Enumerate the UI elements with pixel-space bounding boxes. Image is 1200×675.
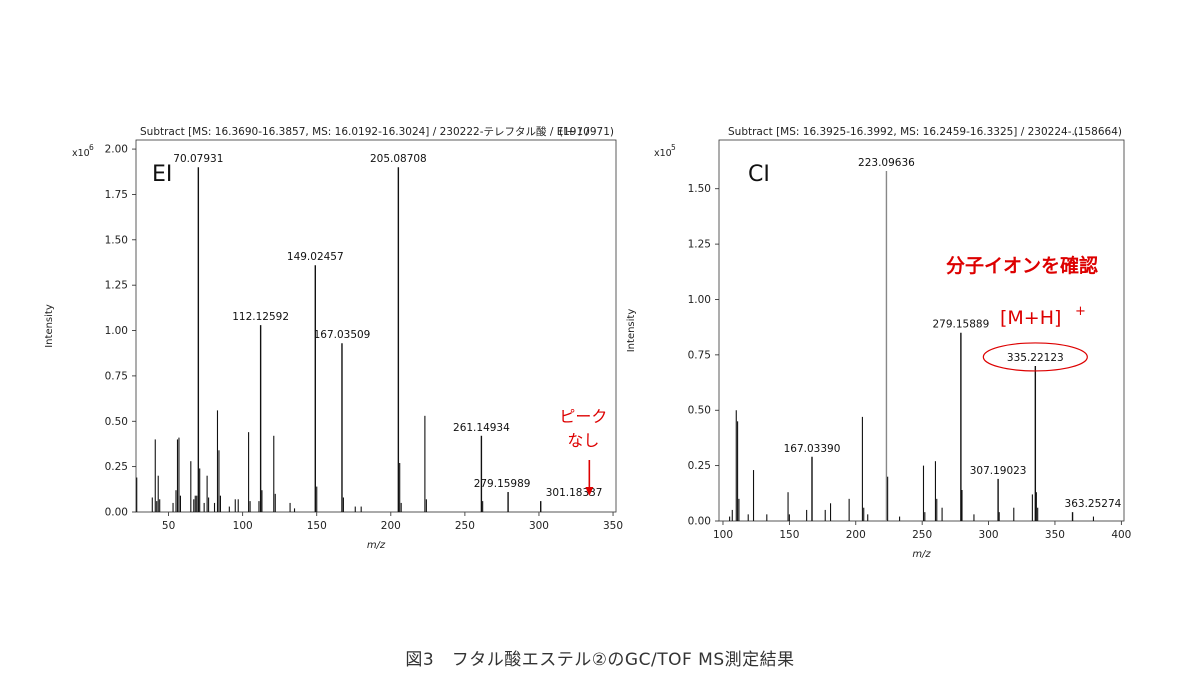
y-tick-label: 1.75	[105, 189, 128, 201]
x-tick-label: 300	[979, 529, 999, 541]
chart-title-count: (158664)	[1074, 126, 1122, 138]
x-axis-title: m/z	[367, 540, 386, 551]
y-tick-label: 0.75	[688, 349, 711, 361]
y-tick-label: 0.75	[105, 370, 128, 382]
y-tick-label: 1.25	[688, 239, 711, 251]
peak-label: 167.03390	[784, 443, 841, 455]
peak-label: 261.14934	[453, 422, 510, 434]
x-tick-label: 100	[233, 520, 253, 532]
peak-label: 363.25274	[1065, 498, 1122, 510]
no-peak-annotation-line2: なし	[567, 431, 599, 450]
highlight-ellipse	[982, 342, 1088, 372]
x-tick-label: 200	[381, 520, 401, 532]
y-exponent: 5	[671, 143, 676, 152]
y-tick-label: 1.00	[105, 325, 128, 337]
y-tick-label: 1.50	[105, 234, 128, 246]
y-tick-label: 2.00	[105, 144, 128, 156]
ionization-label: CI	[748, 162, 770, 187]
x-tick-label: 150	[779, 529, 799, 541]
peak-label: 167.03509	[314, 329, 371, 341]
x-tick-label: 50	[162, 520, 175, 532]
y-multiplier: x10	[654, 148, 672, 159]
chart-panel-ei: Subtract [MS: 16.3690-16.3857, MS: 16.01…	[44, 125, 623, 551]
y-multiplier: x10	[72, 148, 90, 159]
peak-label: 70.07931	[173, 153, 223, 165]
ion-charge-superscript: +	[1075, 304, 1086, 319]
y-axis-title: Intensity	[44, 304, 55, 348]
plot-frame	[718, 139, 1125, 522]
y-tick-label: 0.50	[105, 416, 128, 428]
ion-formula-label: [M+H]	[1000, 307, 1061, 329]
peak-label: 149.02457	[287, 251, 344, 263]
peak-label: 279.15989	[474, 478, 531, 490]
x-tick-label: 100	[713, 529, 733, 541]
x-tick-label: 350	[603, 520, 623, 532]
x-tick-label: 200	[846, 529, 866, 541]
peak-label: 335.22123	[1007, 352, 1064, 364]
x-tick-label: 300	[529, 520, 549, 532]
y-tick-label: 0.00	[688, 516, 711, 528]
chart-panel-ci: Subtract [MS: 16.3925-16.3992, MS: 16.24…	[626, 126, 1131, 560]
x-axis-title: m/z	[912, 549, 931, 560]
peak-label: 112.12592	[232, 311, 289, 323]
y-tick-label: 1.50	[688, 183, 711, 195]
ionization-label: EI	[152, 162, 172, 187]
y-tick-label: 0.50	[688, 405, 711, 417]
chart-title: Subtract [MS: 16.3925-16.3992, MS: 16.24…	[728, 126, 1082, 138]
x-tick-label: 150	[307, 520, 327, 532]
x-tick-label: 250	[912, 529, 932, 541]
y-tick-label: 0.25	[688, 460, 711, 472]
plot-frame	[135, 139, 617, 513]
y-tick-label: 1.25	[105, 280, 128, 292]
y-tick-label: 1.00	[688, 294, 711, 306]
y-tick-label: 0.00	[105, 507, 128, 519]
annotation-arrowhead	[585, 487, 594, 496]
molecular-ion-annotation: 分子イオンを確認	[946, 254, 1098, 277]
x-tick-label: 400	[1111, 529, 1131, 541]
peak-label: 223.09636	[858, 157, 915, 169]
spectra-svg: Subtract [MS: 16.3690-16.3857, MS: 16.01…	[44, 125, 1131, 560]
no-peak-annotation-line1: ピーク	[559, 407, 607, 426]
x-tick-label: 350	[1045, 529, 1065, 541]
peak-label: 279.15889	[932, 319, 989, 331]
figure-caption: 図3 フタル酸エステル②のGC/TOF MS測定結果	[405, 650, 795, 670]
chart-title-count: (1910971)	[559, 126, 614, 138]
chart-title: Subtract [MS: 16.3690-16.3857, MS: 16.01…	[140, 125, 589, 138]
y-tick-label: 0.25	[105, 461, 128, 473]
peak-label: 307.19023	[970, 465, 1027, 477]
peak-label: 301.18337	[546, 487, 603, 499]
x-tick-label: 250	[455, 520, 475, 532]
y-axis-title: Intensity	[626, 309, 637, 353]
y-exponent: 6	[89, 143, 94, 152]
peak-label: 205.08708	[370, 153, 427, 165]
